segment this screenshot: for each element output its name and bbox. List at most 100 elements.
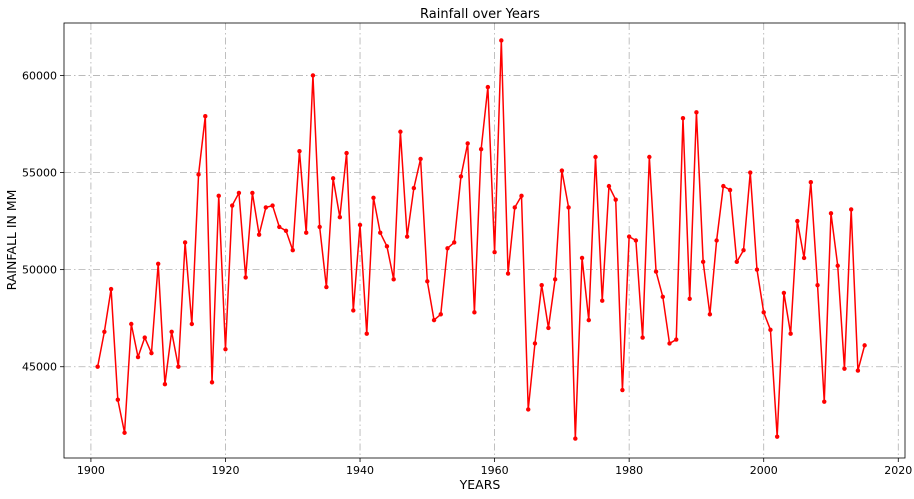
- data-point: [674, 337, 679, 342]
- data-point: [310, 73, 316, 78]
- data-point: [801, 255, 807, 261]
- data-point: [203, 114, 208, 119]
- data-point: [700, 259, 706, 265]
- data-point: [754, 267, 760, 272]
- data-point: [277, 224, 282, 230]
- data-point: [734, 259, 739, 265]
- axis-ticks: 1900 1920 1940 1960 1980 2000 2020 45000 50000 55…: [22, 69, 912, 477]
- data-point: [822, 399, 827, 404]
- data-point: [512, 205, 517, 210]
- data-point: [519, 193, 524, 199]
- grid-lines: [64, 23, 905, 458]
- data-point: [842, 366, 847, 371]
- data-point: [505, 271, 511, 276]
- data-point: [129, 321, 134, 327]
- data-point: [499, 38, 504, 43]
- data-point: [667, 341, 672, 346]
- chart-title: Rainfall over Years: [420, 7, 540, 22]
- data-point: [378, 230, 383, 235]
- data-point: [593, 154, 598, 160]
- data-point: [330, 176, 336, 181]
- data-point: [297, 148, 302, 154]
- data-point: [196, 172, 201, 177]
- data-point: [418, 156, 423, 162]
- x-tick-label: 2020: [884, 464, 912, 477]
- x-tick-label: 1920: [211, 464, 239, 477]
- data-point: [566, 205, 571, 210]
- data-point: [404, 234, 410, 239]
- data-point: [357, 222, 363, 228]
- data-point: [714, 238, 719, 243]
- data-point: [694, 110, 699, 115]
- data-point: [431, 317, 437, 323]
- data-point: [539, 282, 544, 288]
- data-point: [788, 331, 793, 336]
- data-point: [162, 382, 168, 387]
- data-point: [579, 255, 585, 261]
- y-tick-label: 60000: [22, 69, 57, 82]
- data-point: [781, 290, 787, 296]
- data-point: [613, 197, 618, 202]
- data-point: [398, 129, 403, 134]
- data-point: [438, 312, 443, 317]
- data-point: [633, 238, 639, 243]
- data-point: [552, 277, 558, 282]
- data-point: [230, 203, 235, 208]
- data-point: [250, 190, 255, 196]
- data-point: [606, 183, 612, 189]
- data-point: [209, 380, 215, 385]
- x-tick-label: 1980: [615, 464, 643, 477]
- data-point: [182, 240, 188, 245]
- data-point: [465, 141, 470, 146]
- data-point: [142, 335, 147, 340]
- data-point: [384, 244, 390, 249]
- data-point: [559, 168, 565, 173]
- data-point: [115, 397, 121, 402]
- data-point: [364, 331, 369, 336]
- data-point: [472, 310, 477, 315]
- data-point: [855, 368, 861, 373]
- data-point: [371, 195, 376, 200]
- data-point: [411, 185, 417, 191]
- data-point: [189, 321, 195, 327]
- data-point: [216, 193, 221, 199]
- data-point: [283, 228, 289, 233]
- data-point: [795, 218, 800, 224]
- data-point: [317, 224, 322, 230]
- data-point: [425, 279, 430, 284]
- series-points-layer: [95, 38, 867, 441]
- data-point: [122, 430, 127, 435]
- data-point: [660, 294, 665, 300]
- data-point: [169, 329, 174, 334]
- data-point: [835, 263, 840, 268]
- data-point: [108, 286, 114, 292]
- data-point: [573, 436, 578, 441]
- data-point: [526, 407, 531, 412]
- data-point: [458, 174, 464, 179]
- x-tick-label: 2000: [750, 464, 778, 477]
- data-point: [391, 277, 396, 282]
- data-point: [445, 246, 450, 251]
- data-point: [727, 187, 733, 193]
- data-point: [236, 190, 242, 196]
- data-point: [270, 203, 275, 208]
- data-point: [256, 232, 262, 237]
- plot-frame: [63, 22, 906, 459]
- data-point: [815, 282, 820, 288]
- data-point: [600, 298, 605, 303]
- data-point: [485, 84, 491, 90]
- data-point: [155, 261, 161, 266]
- y-tick-label: 45000: [22, 361, 57, 374]
- data-point: [176, 364, 181, 369]
- x-tick-label: 1900: [77, 464, 105, 477]
- data-point: [290, 248, 295, 253]
- x-axis-label: YEARS: [459, 477, 501, 492]
- data-point: [707, 312, 713, 317]
- data-point: [452, 240, 457, 245]
- data-point: [324, 284, 329, 290]
- x-tick-label: 1940: [346, 464, 374, 477]
- data-point: [492, 249, 497, 255]
- data-point: [862, 343, 867, 348]
- data-point: [95, 364, 100, 369]
- data-point: [263, 205, 269, 210]
